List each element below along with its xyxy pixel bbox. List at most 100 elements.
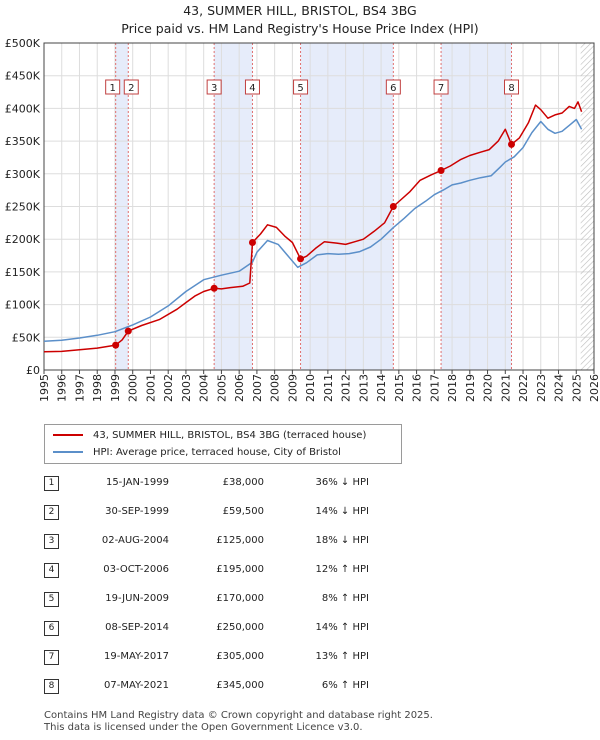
sale-price: £38,000 bbox=[222, 477, 264, 488]
x-tick-label: 2014 bbox=[375, 374, 388, 402]
chart-title: 43, SUMMER HILL, BRISTOL, BS4 3BG bbox=[183, 3, 417, 18]
x-tick-label: 1996 bbox=[56, 374, 69, 402]
x-tick-label: 1999 bbox=[109, 374, 122, 402]
sale-label-frame bbox=[244, 79, 260, 95]
footer-copyright: Contains HM Land Registry data © Crown c… bbox=[44, 710, 433, 721]
y-tick-label: £250K bbox=[5, 201, 41, 214]
x-tick-label: 2019 bbox=[464, 374, 477, 402]
x-tick-label: 2021 bbox=[499, 374, 512, 402]
y-tick-label: £100K bbox=[5, 299, 41, 312]
y-tick-label: £300K bbox=[5, 168, 41, 181]
sale-label-box: 1 bbox=[105, 79, 121, 95]
sale-number: 2 bbox=[44, 505, 59, 520]
y-tick-label: £200K bbox=[5, 233, 41, 246]
x-tick-label: 2025 bbox=[570, 374, 583, 402]
x-tick-label: 2022 bbox=[517, 374, 530, 402]
sale-price: £170,000 bbox=[216, 593, 264, 604]
x-tick-label: 2006 bbox=[233, 374, 246, 402]
sale-label-box: 7 bbox=[433, 79, 449, 95]
sale-hpi-diff: 14% ↑ HPI bbox=[315, 622, 369, 633]
x-tick-label: 2023 bbox=[535, 374, 548, 402]
legend-swatch-hpi bbox=[53, 451, 83, 453]
sale-number: 6 bbox=[44, 621, 59, 636]
sale-price: £195,000 bbox=[216, 564, 264, 575]
sale-hpi-diff: 14% ↓ HPI bbox=[315, 506, 369, 517]
sale-label-box: 8 bbox=[504, 79, 519, 95]
sale-label-number: 4 bbox=[249, 83, 255, 94]
sale-row: 7 19-MAY-2017 £305,000 13% ↑ HPI bbox=[44, 646, 444, 666]
sale-label-box: 6 bbox=[385, 79, 401, 95]
sale-hpi-diff: 12% ↑ HPI bbox=[315, 564, 369, 575]
x-tick-label: 2013 bbox=[357, 374, 370, 402]
legend-swatch-price bbox=[53, 434, 83, 436]
sale-label-box: 4 bbox=[244, 79, 260, 95]
legend-item-hpi: HPI: Average price, terraced house, City… bbox=[53, 444, 341, 460]
sale-label-number: 3 bbox=[211, 83, 217, 94]
x-tick-label: 2007 bbox=[251, 374, 264, 402]
sale-label-frame bbox=[385, 79, 401, 95]
chart-subtitle: Price paid vs. HM Land Registry's House … bbox=[121, 21, 479, 36]
sale-label-frame bbox=[504, 79, 519, 95]
sale-row: 3 02-AUG-2004 £125,000 18% ↓ HPI bbox=[44, 530, 444, 550]
sale-label-number: 6 bbox=[390, 83, 396, 94]
sale-point bbox=[508, 140, 515, 148]
sale-number: 5 bbox=[44, 592, 59, 607]
sale-number: 3 bbox=[44, 534, 59, 549]
x-tick-label: 2018 bbox=[446, 374, 459, 402]
y-tick-label: £500K bbox=[5, 37, 41, 50]
x-tick-label: 2001 bbox=[144, 374, 157, 402]
x-tick-label: 2012 bbox=[340, 374, 353, 402]
y-tick-label: £150K bbox=[5, 266, 41, 279]
sale-label-box: 2 bbox=[123, 79, 139, 95]
sale-date: 02-AUG-2004 bbox=[101, 535, 169, 546]
price-paid-line bbox=[43, 101, 583, 353]
sale-price: £305,000 bbox=[216, 651, 264, 662]
sale-price: £59,500 bbox=[222, 506, 264, 517]
x-tick-label: 2020 bbox=[482, 374, 495, 402]
x-tick-label: 2009 bbox=[286, 374, 299, 402]
sale-label-frame bbox=[123, 79, 139, 95]
x-tick-label: 2005 bbox=[215, 374, 228, 402]
sale-hpi-diff: 18% ↓ HPI bbox=[315, 535, 369, 546]
sale-hpi-diff: 13% ↑ HPI bbox=[315, 651, 369, 662]
sale-hpi-diff: 6% ↑ HPI bbox=[321, 680, 369, 691]
x-tick-label: 2017 bbox=[428, 374, 441, 402]
sale-row: 2 30-SEP-1999 £59,500 14% ↓ HPI bbox=[44, 501, 444, 521]
sale-row: 1 15-JAN-1999 £38,000 36% ↓ HPI bbox=[44, 472, 444, 492]
sale-number: 1 bbox=[44, 476, 59, 491]
sale-date: 07-MAY-2021 bbox=[103, 680, 169, 691]
sale-date: 19-MAY-2017 bbox=[103, 651, 169, 662]
legend-label-hpi: HPI: Average price, terraced house, City… bbox=[93, 446, 341, 458]
sale-label-box: 5 bbox=[293, 79, 309, 95]
sale-point bbox=[297, 255, 305, 263]
x-tick-label: 1995 bbox=[38, 374, 51, 402]
sale-label-number: 5 bbox=[297, 83, 303, 94]
sale-point bbox=[248, 238, 256, 246]
sale-date: 08-SEP-2014 bbox=[105, 622, 169, 633]
sale-point bbox=[112, 341, 120, 349]
x-tick-label: 2002 bbox=[162, 374, 175, 402]
sale-label-frame bbox=[105, 79, 121, 95]
x-tick-label: 2024 bbox=[553, 374, 566, 402]
x-tick-label: 2004 bbox=[198, 374, 211, 402]
sale-label-box: 3 bbox=[206, 79, 222, 95]
sale-price: £345,000 bbox=[216, 680, 264, 691]
y-tick-label: £0 bbox=[26, 364, 40, 377]
sale-label-frame bbox=[433, 79, 449, 95]
x-tick-label: 2015 bbox=[393, 374, 406, 402]
footer-licence: This data is licensed under the Open Gov… bbox=[44, 722, 363, 733]
x-tick-label: 2000 bbox=[127, 374, 140, 402]
x-tick-label: 2026 bbox=[588, 374, 600, 402]
sale-hpi-diff: 36% ↓ HPI bbox=[315, 477, 369, 488]
sale-row: 4 03-OCT-2006 £195,000 12% ↑ HPI bbox=[44, 559, 444, 579]
sale-label-frame bbox=[293, 79, 309, 95]
legend-item-price: 43, SUMMER HILL, BRISTOL, BS4 3BG (terra… bbox=[53, 427, 366, 443]
sale-label-frame bbox=[206, 79, 222, 95]
forecast-region bbox=[580, 43, 594, 370]
price-chart: 1 2 3 4 5 6 7 8 £0 £50K £100K £150K £200K £250K £300K £… bbox=[5, 37, 600, 402]
sale-row: 8 07-MAY-2021 £345,000 6% ↑ HPI bbox=[44, 675, 444, 695]
plot-frame bbox=[43, 42, 595, 371]
sale-date: 19-JUN-2009 bbox=[105, 593, 169, 604]
sale-label-number: 7 bbox=[438, 83, 444, 94]
sale-label-number: 2 bbox=[128, 83, 134, 94]
